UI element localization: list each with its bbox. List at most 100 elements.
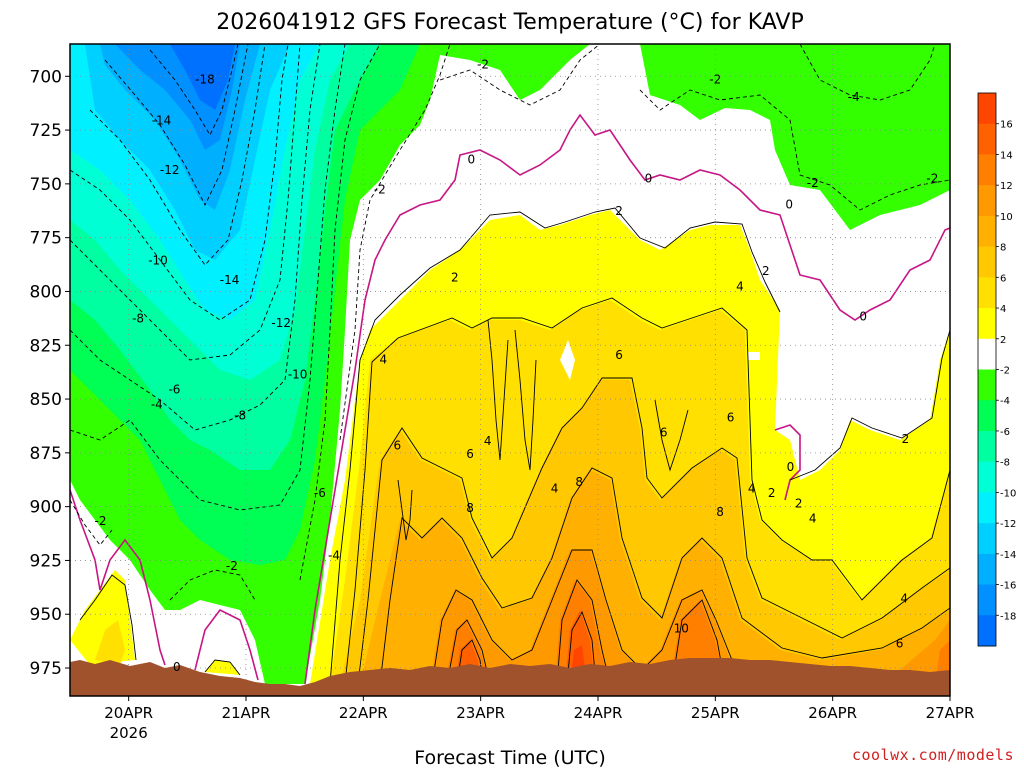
x-axis-title: Forecast Time (UTC) — [414, 747, 605, 768]
colorbar-swatch — [978, 277, 996, 309]
contour-label: -4 — [328, 548, 340, 562]
pocket-white — [560, 340, 575, 380]
contour-label: -4 — [848, 90, 860, 104]
contour-label: 4 — [379, 352, 387, 366]
x-tick-label: 23APR — [456, 704, 505, 722]
contour-label: -10 — [288, 368, 308, 382]
plot-frame — [69, 43, 951, 697]
contour-label: -14 — [220, 273, 240, 287]
contour-label: -8 — [132, 312, 144, 326]
x-tick-label: 24APR — [574, 704, 623, 722]
isotherm-m8 — [70, 44, 321, 431]
colorbar-label: -2 — [1000, 366, 1010, 377]
x-tick-label: 20APR — [104, 704, 153, 722]
contour-labels: -18 -14 -12 -10 -14 -8 -12 -6 -4 -10 -8 -6 -4 -2 -2 0 -2… — [95, 58, 939, 675]
isotherm-m2-late — [439, 44, 601, 106]
contour-label: 2 — [902, 432, 910, 446]
isotherm-10 — [431, 549, 733, 685]
y-tick-label: 950 — [30, 605, 62, 625]
contour-label: 6 — [466, 447, 474, 461]
colorbar-label: 6 — [1000, 273, 1006, 284]
isotherm-6 — [357, 377, 950, 685]
y-axis: 700 725 750 775 800 825 850 875 900 925 950 975 — [30, 67, 70, 679]
contour-label: 0 — [467, 152, 475, 166]
y-tick-label: 875 — [30, 444, 62, 464]
contour-label: 8 — [575, 475, 583, 489]
contour-label: 8 — [716, 505, 724, 519]
isotherm-m16 — [104, 44, 249, 207]
colorbar: 16 14 12 10 8 6 4 2 -2 -4 -6 -8 -10 -12 -14 -16 -18 — [977, 92, 1016, 647]
contour-label: 2 — [768, 486, 776, 500]
credit-link[interactable]: coolwx.com/models — [852, 746, 1014, 764]
colorbar-swatch — [978, 338, 996, 370]
colorbar-label: 2 — [1000, 335, 1006, 346]
colorbar-label: 16 — [1000, 120, 1013, 131]
chart-title: 2026041912 GFS Forecast Temperature (°C)… — [216, 10, 803, 35]
band-warm-8 — [360, 470, 950, 684]
contour-label: -6 — [168, 383, 180, 397]
x-tick-sublabel: 2026 — [110, 724, 148, 742]
isotherm-early-2 — [79, 574, 137, 661]
colorbar-label: -18 — [1000, 611, 1016, 622]
contour-label: 10 — [674, 621, 689, 635]
x-tick-label: 22APR — [339, 704, 388, 722]
isotherm-8 — [379, 467, 950, 685]
colorbar-swatch — [978, 584, 996, 616]
contour-label: -2 — [226, 559, 238, 573]
contour-label: 0 — [859, 309, 867, 323]
contour-label: 2 — [451, 271, 459, 285]
contour-label: 6 — [394, 439, 402, 453]
y-tick-label: 750 — [30, 175, 62, 195]
isotherm-12 — [446, 579, 726, 685]
colorbar-label: -14 — [1000, 550, 1016, 561]
contour-label: -10 — [148, 253, 168, 267]
colorbar-label: -10 — [1000, 488, 1016, 499]
contour-label: -14 — [152, 114, 172, 128]
colorbar-swatch — [978, 430, 996, 463]
y-tick-label: 775 — [30, 229, 62, 249]
isotherm-m4-right — [799, 44, 936, 101]
contour-label: 0 — [173, 660, 181, 674]
colorbar-swatch — [978, 123, 996, 155]
cold-isotherms — [70, 44, 950, 601]
contour-label: -18 — [195, 73, 215, 87]
contour-label: 4 — [900, 591, 908, 605]
y-tick-label: 825 — [30, 336, 62, 356]
contour-label: 6 — [660, 426, 668, 440]
colorbar-swatch — [978, 461, 996, 493]
y-tick-label: 800 — [30, 282, 62, 302]
contour-label: -6 — [314, 486, 326, 500]
isotherm-filament-b — [514, 329, 537, 471]
contour-label: -12 — [160, 163, 180, 177]
contour-label: 2 — [615, 204, 623, 218]
colorbar-label: 12 — [1000, 181, 1013, 192]
y-tick-label: 975 — [30, 659, 62, 679]
colorbar-label: -8 — [1000, 458, 1010, 469]
colorbar-swatch — [978, 615, 996, 647]
colorbar-swatch — [978, 185, 996, 217]
contour-label: 8 — [466, 501, 474, 515]
contour-label: 4 — [748, 482, 756, 496]
colorbar-swatch — [978, 553, 996, 586]
contour-label: 0 — [787, 460, 795, 474]
terrain — [70, 658, 950, 696]
contour-label: 0 — [645, 172, 653, 186]
colorbar-swatch — [978, 215, 996, 248]
isotherm-small-2 — [204, 659, 241, 676]
isotherm-m4 — [299, 44, 381, 581]
contour-label: 6 — [896, 637, 904, 651]
contour-label: -2 — [374, 182, 386, 196]
colorbar-swatch — [978, 93, 996, 125]
isotherm-2 — [329, 207, 781, 685]
y-tick-label: 850 — [30, 390, 62, 410]
contour-label: 0 — [785, 198, 793, 212]
isotherm-m2 — [339, 44, 451, 441]
colorbar-swatch — [978, 308, 996, 340]
contour-label: -2 — [95, 514, 107, 528]
pocket-white-2 — [748, 352, 760, 360]
warm-isotherms — [79, 207, 950, 685]
contour-label: 6 — [615, 348, 623, 362]
x-tick-label: 26APR — [808, 704, 857, 722]
x-tick-label: 25APR — [691, 704, 740, 722]
